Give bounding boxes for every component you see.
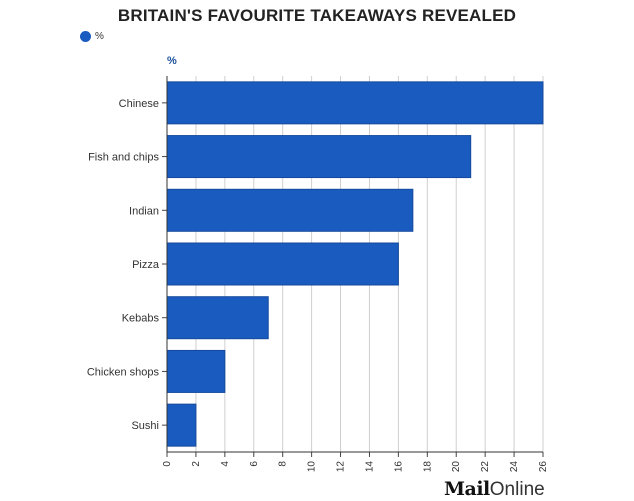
x-tick-label: 4 <box>220 461 231 467</box>
x-tick-label: 0 <box>162 461 173 467</box>
x-tick-label: 16 <box>393 461 404 473</box>
bar <box>166 242 399 286</box>
bar <box>166 403 197 447</box>
category-label: Indian <box>129 205 159 217</box>
category-label: Chicken shops <box>87 366 160 378</box>
bar <box>166 349 226 393</box>
category-label: Pizza <box>132 259 160 271</box>
x-tick-label: 18 <box>422 461 433 473</box>
x-tick-label: 6 <box>249 461 260 467</box>
bar <box>166 135 472 179</box>
category-label: Fish and chips <box>88 152 159 164</box>
x-tick-label: 2 <box>191 461 202 467</box>
chart-title: BRITAIN'S FAVOURITE TAKEAWAYS REVEALED <box>117 6 517 25</box>
category-label: Kebabs <box>122 313 160 325</box>
category-label: Chinese <box>119 98 159 110</box>
x-tick-label: 12 <box>336 461 347 473</box>
x-tick-label: 14 <box>364 461 375 473</box>
category-label: Sushi <box>131 420 159 432</box>
x-tick-label: 26 <box>538 461 549 473</box>
x-tick-label: 10 <box>307 461 318 473</box>
x-tick-label: 20 <box>451 461 462 473</box>
axis-unit-label: % <box>167 55 177 67</box>
bar <box>166 296 269 340</box>
mailonline-logo: MailOnline <box>444 478 545 500</box>
x-tick-label: 22 <box>480 461 491 473</box>
legend: % <box>80 31 104 42</box>
legend-label: % <box>95 31 104 42</box>
bar <box>166 188 414 232</box>
x-tick-label: 8 <box>278 461 289 467</box>
x-tick-label: 24 <box>509 461 520 473</box>
bar <box>166 81 544 125</box>
legend-swatch <box>80 31 91 42</box>
